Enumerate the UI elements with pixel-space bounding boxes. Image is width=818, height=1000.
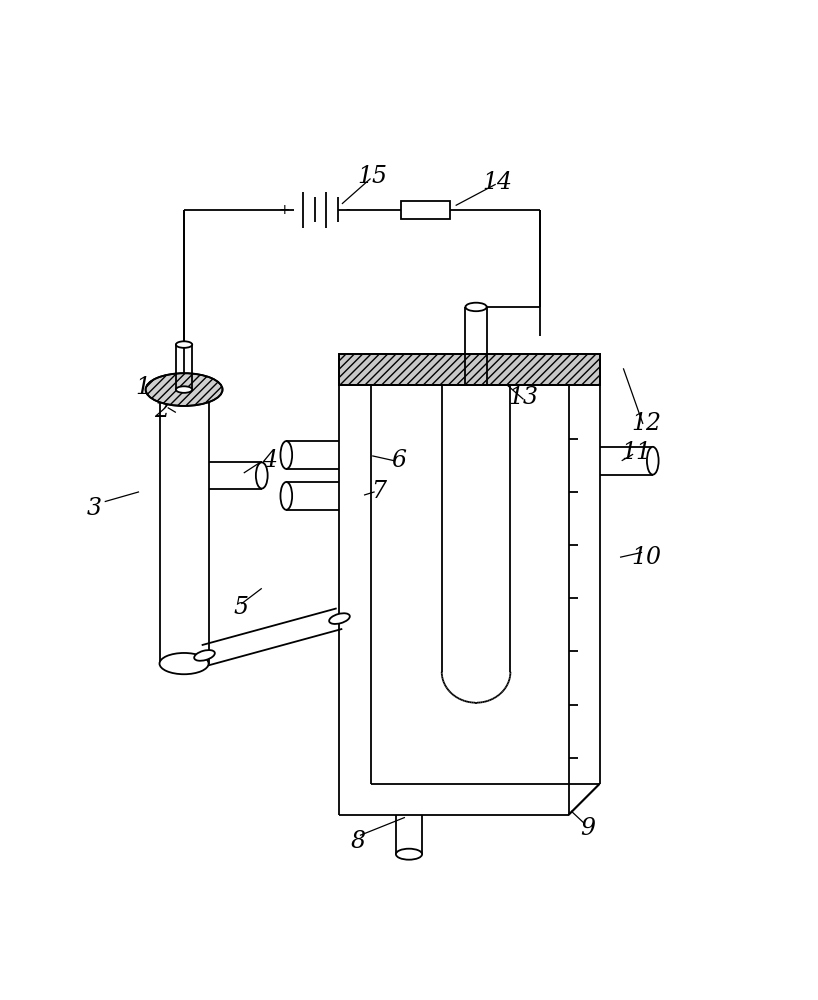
Text: 1: 1 (136, 376, 151, 399)
Text: 8: 8 (351, 830, 366, 853)
Text: 3: 3 (87, 497, 101, 520)
Ellipse shape (176, 386, 192, 393)
Ellipse shape (281, 441, 292, 469)
Text: 4: 4 (263, 449, 277, 472)
Text: 11: 11 (622, 441, 651, 464)
Ellipse shape (396, 849, 422, 860)
Ellipse shape (647, 447, 658, 475)
Text: 6: 6 (392, 449, 407, 472)
Ellipse shape (146, 373, 222, 406)
Ellipse shape (160, 653, 209, 674)
Bar (401, 201, 450, 219)
Ellipse shape (281, 482, 292, 510)
Bar (339, 354, 600, 385)
Text: 7: 7 (371, 480, 386, 503)
Ellipse shape (465, 303, 487, 311)
Text: -: - (345, 203, 350, 216)
Text: 9: 9 (580, 817, 595, 840)
Text: 12: 12 (631, 412, 661, 435)
Bar (339, 354, 600, 385)
Ellipse shape (329, 613, 350, 624)
Text: 2: 2 (155, 399, 169, 422)
Ellipse shape (256, 462, 267, 489)
Text: 5: 5 (234, 596, 249, 619)
Ellipse shape (176, 341, 192, 348)
Text: 15: 15 (357, 165, 387, 188)
Text: 14: 14 (483, 171, 512, 194)
Ellipse shape (194, 650, 215, 661)
Text: +: + (279, 203, 290, 217)
Text: 13: 13 (509, 386, 538, 409)
Text: 10: 10 (631, 546, 661, 569)
